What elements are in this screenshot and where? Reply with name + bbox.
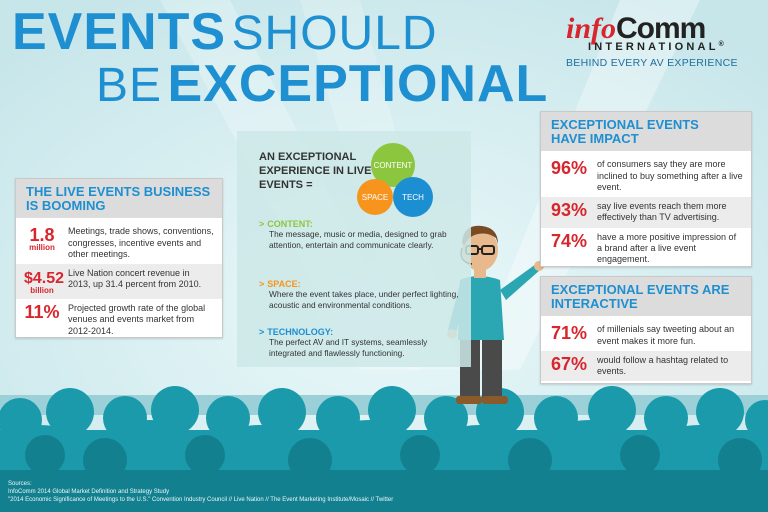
stat-number: 71% <box>550 323 588 344</box>
headline-line-1: EVENTS SHOULD <box>12 6 438 58</box>
arrow-icon: > <box>259 219 265 229</box>
headline-should: SHOULD <box>231 7 438 60</box>
headline-line-2: BE EXCEPTIONAL <box>96 58 548 110</box>
stat-row: 74% have a more positive impression of a… <box>541 228 751 270</box>
live-events-panel: THE LIVE EVENTS BUSINESS IS BOOMING 1.8 … <box>15 178 223 338</box>
stat-number: 93% <box>550 200 588 221</box>
arrow-icon: > <box>259 279 265 289</box>
interactive-panel: EXCEPTIONAL EVENTS ARE INTERACTIVE 71% o… <box>540 276 752 384</box>
stat-row: 71% of millenials say tweeting about an … <box>541 320 751 351</box>
stat-row: 93% say live events reach them more effe… <box>541 197 751 228</box>
stat-value: 1.8 million <box>24 226 60 252</box>
tech-circle: TECH <box>393 177 433 217</box>
exceptional-experience-box: AN EXCEPTIONAL EXPERIENCE IN LIVE EVENTS… <box>237 131 471 367</box>
technology-definition-label-row: > TECHNOLOGY: <box>259 327 459 337</box>
stat-value: $4.52 billion <box>24 268 64 296</box>
stat-row: 11% Projected growth rate of the global … <box>16 299 222 341</box>
stat-unit: billion <box>30 286 54 296</box>
sources-line-1: InfoComm 2014 Global Market Definition a… <box>8 488 170 495</box>
stat-number: 74% <box>550 230 588 251</box>
interactive-heading: EXCEPTIONAL EVENTS ARE INTERACTIVE <box>541 277 751 317</box>
logo-registered-mark: ® <box>718 41 724 48</box>
stat-value: 11% <box>24 303 60 321</box>
stat-row: 67% would follow a hashtag related to ev… <box>541 350 751 382</box>
content-definition-text: The message, music or media, designed to… <box>269 229 447 250</box>
stat-number: $4.52 <box>24 270 65 288</box>
stat-description: would follow a hashtag related to events… <box>597 354 729 377</box>
space-definition-label-row: > SPACE: <box>259 279 459 289</box>
technology-definition: > TECHNOLOGY: The perfect AV and IT syste… <box>259 327 459 359</box>
stat-description: say live events reach them more effectiv… <box>597 201 727 223</box>
stat-description: Projected growth rate of the global venu… <box>68 303 206 336</box>
content-circle-label: CONTENT <box>373 160 413 170</box>
space-circle-label: SPACE <box>361 192 389 202</box>
stat-number: 96% <box>550 158 588 179</box>
headline-exceptional: EXCEPTIONAL <box>167 55 549 113</box>
stat-number: 67% <box>550 353 588 374</box>
stat-number: 11% <box>24 302 60 323</box>
stat-description: Meetings, trade shows, conventions, cong… <box>68 226 214 259</box>
technology-definition-text: The perfect AV and IT systems, seamlessl… <box>269 337 428 358</box>
sources-footnote: Sources: InfoComm 2014 Global Market Def… <box>8 481 393 504</box>
sources-label: Sources: <box>8 481 32 487</box>
stat-description: of consumers say they are more inclined … <box>597 159 743 192</box>
stat-number: 1.8 <box>29 225 55 246</box>
stat-row: 96% of consumers say they are more incli… <box>541 155 751 197</box>
sources-line-2: "2014 Economic Significance of Meetings … <box>8 496 394 503</box>
logo-tagline: BEHIND EVERY AV EXPERIENCE <box>566 57 738 69</box>
experience-equation-title: AN EXCEPTIONAL EXPERIENCE IN LIVE EVENTS… <box>259 151 372 191</box>
space-definition-text: Where the event takes place, under perfe… <box>269 289 459 310</box>
logo-international-text: INTERNATIONAL <box>588 41 719 53</box>
impact-panel: EXCEPTIONAL EVENTS HAVE IMPACT 96% of co… <box>540 111 752 267</box>
content-definition-label: CONTENT: <box>267 219 313 229</box>
tech-circle-label: TECH <box>402 192 424 202</box>
space-definition: > SPACE: Where the event takes place, und… <box>259 279 459 311</box>
stat-description: Live Nation concert revenue in 2013, up … <box>68 268 202 290</box>
content-definition-label-row: > CONTENT: <box>259 219 459 229</box>
arrow-icon: > <box>259 327 265 337</box>
stat-unit: million <box>29 243 55 253</box>
impact-heading: EXCEPTIONAL EVENTS HAVE IMPACT <box>541 112 751 152</box>
stat-description: have a more positive impression of a bra… <box>597 231 737 265</box>
space-definition-label: SPACE: <box>267 279 301 289</box>
stat-row: 1.8 million Meetings, trade shows, conve… <box>16 222 222 264</box>
technology-definition-label: TECHNOLOGY: <box>267 327 334 337</box>
logo-international: INTERNATIONAL® <box>588 41 756 53</box>
headline-events: EVENTS <box>12 3 227 61</box>
logo-comm-text: Comm <box>616 12 706 45</box>
space-circle: SPACE <box>357 179 393 215</box>
stat-row: $4.52 billion Live Nation concert revenu… <box>16 264 222 300</box>
logo-info-text: info <box>566 12 617 45</box>
content-definition: > CONTENT: The message, music or media, d… <box>259 219 459 251</box>
infocomm-logo: infoComm INTERNATIONAL® BEHIND EVERY AV … <box>566 12 756 70</box>
stat-description: of millenials say tweeting about an even… <box>597 324 735 346</box>
headline-be: BE <box>96 59 163 112</box>
live-events-heading: THE LIVE EVENTS BUSINESS IS BOOMING <box>16 179 222 219</box>
